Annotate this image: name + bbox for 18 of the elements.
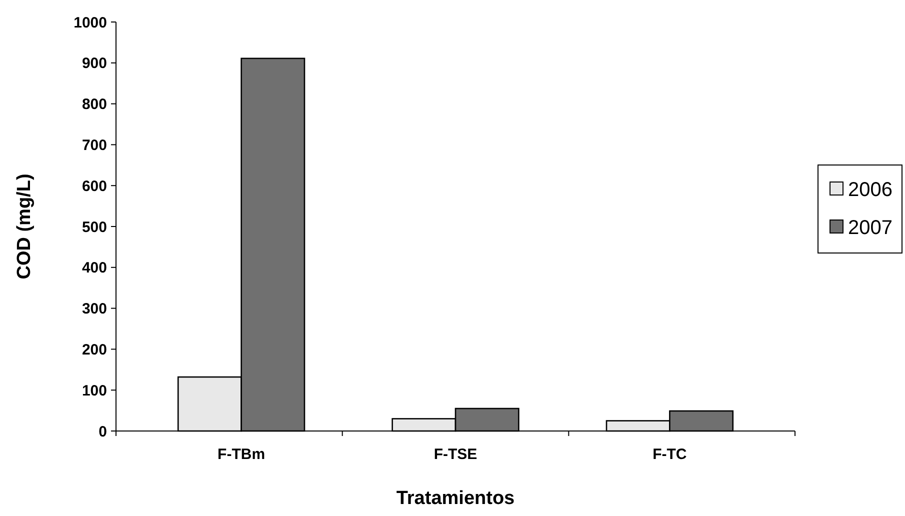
- legend-label: 2007: [848, 217, 892, 239]
- x-tick-label: F-TBm: [218, 446, 266, 463]
- y-tick-label: 900: [82, 55, 107, 72]
- y-tick-label: 500: [82, 218, 107, 236]
- y-axis-title: COD (mg/L): [14, 174, 35, 280]
- legend-label: 2006: [848, 179, 892, 201]
- y-tick-label: 600: [82, 178, 107, 195]
- x-tick-label: F-TSE: [434, 446, 478, 463]
- y-tick-label: 800: [82, 96, 107, 114]
- x-tick-label: F-TC: [652, 446, 687, 463]
- y-tick-label: 1000: [74, 14, 107, 32]
- y-tick-label: 100: [82, 382, 107, 400]
- y-tick-label: 400: [82, 260, 107, 277]
- y-tick-label: 700: [82, 136, 107, 154]
- y-tick-label: 300: [82, 300, 107, 318]
- y-tick-label: 0: [98, 423, 107, 440]
- y-tick-label: 200: [82, 341, 107, 358]
- x-axis-title: Tratamientos: [396, 488, 515, 509]
